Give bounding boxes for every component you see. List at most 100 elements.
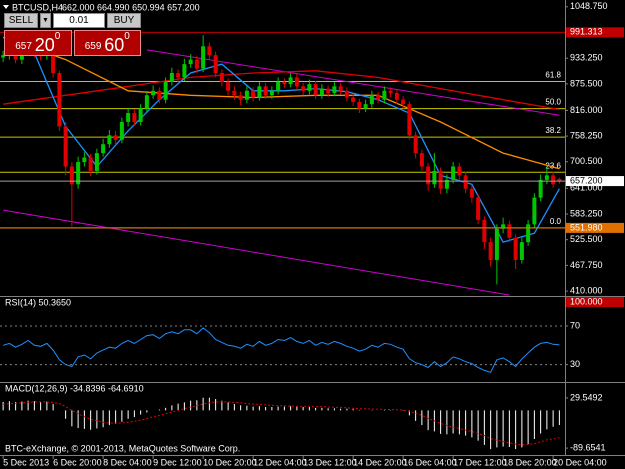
- candle-body: [538, 179, 543, 198]
- y-tick-label: 410.000: [570, 285, 603, 295]
- x-tick-label: 8 Dec 04:00: [103, 457, 152, 467]
- candle-body: [407, 104, 412, 136]
- x-tick-label: 13 Dec 12:00: [303, 457, 357, 467]
- candle-body: [426, 166, 431, 185]
- lots-down[interactable]: ▼: [40, 13, 51, 28]
- candle-body: [182, 64, 187, 78]
- candle-body: [526, 224, 531, 243]
- candle-body: [482, 219, 487, 243]
- bid-label: 657.200: [570, 175, 603, 185]
- candle-body: [76, 162, 81, 185]
- candle-body: [126, 113, 131, 122]
- candle-body: [451, 166, 456, 180]
- candle-body: [294, 77, 299, 87]
- level-label: 991.313: [570, 27, 603, 37]
- x-tick-label: 9 Dec 12:00: [153, 457, 202, 467]
- fib-label: 23.6: [545, 161, 561, 170]
- lots-input[interactable]: 0.01: [53, 13, 105, 28]
- moving-average: [3, 70, 560, 111]
- candle-body: [363, 104, 368, 109]
- candle-body: [107, 135, 112, 145]
- candle-body: [176, 72, 181, 78]
- candle-body: [507, 224, 512, 238]
- rsi-title: RSI(14) 50.3650: [5, 297, 71, 307]
- fib-label: 38.2: [545, 126, 561, 135]
- candle-body: [169, 72, 174, 82]
- candle-body: [444, 179, 449, 189]
- candle-body: [457, 166, 462, 176]
- candle-body: [138, 108, 143, 122]
- candle-body: [344, 90, 349, 98]
- candle-body: [469, 188, 474, 198]
- candle-body: [488, 242, 493, 260]
- candle-body: [82, 157, 87, 163]
- candle-body: [144, 95, 149, 109]
- candle-body: [51, 50, 56, 73]
- candle-body: [1, 55, 6, 58]
- x-tick-label: 10 Dec 20:00: [203, 457, 257, 467]
- signal-line: [3, 401, 560, 446]
- x-tick-label: 16 Dec 04:00: [403, 457, 457, 467]
- sell-price[interactable]: 657 20 0: [4, 30, 72, 56]
- candle-body: [519, 242, 524, 260]
- candle-body: [132, 113, 137, 122]
- candle-body: [276, 81, 281, 91]
- candle-body: [251, 90, 256, 98]
- candle-body: [513, 237, 518, 260]
- candle-body: [476, 197, 481, 220]
- ohlc: 662.000 664.990 650.994 657.200: [62, 2, 200, 12]
- candle-body: [369, 95, 374, 105]
- candle-body: [338, 86, 343, 91]
- level-tag: [566, 222, 624, 233]
- moving-average: [2, 36, 560, 170]
- max-label: 100.000: [570, 296, 603, 306]
- fib-label: 61.8: [545, 71, 561, 80]
- candle-body: [394, 93, 399, 100]
- candle-body: [244, 90, 249, 100]
- sell-price-point: 0: [54, 31, 61, 42]
- candle-body: [382, 90, 387, 100]
- sell-price-pips: 20: [34, 35, 55, 55]
- candle-body: [188, 59, 193, 65]
- x-tick-label: 20 Dec 04:00: [553, 457, 607, 467]
- candle-body: [357, 101, 362, 109]
- candle-body: [551, 175, 556, 185]
- y-tick-label: 933.250: [570, 53, 603, 63]
- x-tick-label: 12 Dec 04:00: [253, 457, 307, 467]
- x-tick-label: 6 Dec 20:00: [53, 457, 102, 467]
- candle-body: [351, 97, 356, 102]
- candle-body: [201, 46, 206, 69]
- candle-body: [532, 197, 537, 225]
- copyright: BTC-eXchange, © 2001-2013, MetaQuotes So…: [5, 443, 240, 453]
- buy-button[interactable]: BUY: [107, 13, 141, 28]
- y-tick-label: 30: [570, 359, 580, 369]
- candle-body: [288, 77, 293, 85]
- y-tick-label: 641.000: [570, 183, 603, 193]
- sell-button[interactable]: SELL: [4, 13, 38, 28]
- x-tick-label: 14 Dec 20:00: [353, 457, 407, 467]
- candle-body: [119, 121, 124, 140]
- candle-body: [332, 86, 337, 94]
- candle-body: [263, 86, 268, 96]
- candle-body: [207, 46, 212, 56]
- candle-body: [213, 55, 218, 73]
- x-tick-label: 17 Dec 12:00: [453, 457, 507, 467]
- candle-body: [557, 178, 562, 182]
- candle-body: [194, 59, 199, 69]
- buy-price[interactable]: 659 60 0: [73, 30, 141, 56]
- trendline: [3, 209, 510, 296]
- candle-body: [413, 135, 418, 154]
- fib-label: 50.0: [545, 98, 561, 107]
- macd-title: MACD(12,26,9) -34.8396 -64.6910: [5, 383, 144, 393]
- y-tick-label: 700.500: [570, 156, 603, 166]
- candle-body: [163, 81, 168, 100]
- candle-body: [94, 153, 99, 171]
- symbol: BTCUSD,H4: [12, 2, 63, 12]
- rsi-line: [2, 327, 560, 373]
- candle-body: [319, 88, 324, 96]
- candle-body: [88, 157, 93, 171]
- buy-price-point: 0: [124, 31, 130, 42]
- candle-body: [269, 90, 274, 96]
- buy-price-main: 659: [84, 41, 102, 52]
